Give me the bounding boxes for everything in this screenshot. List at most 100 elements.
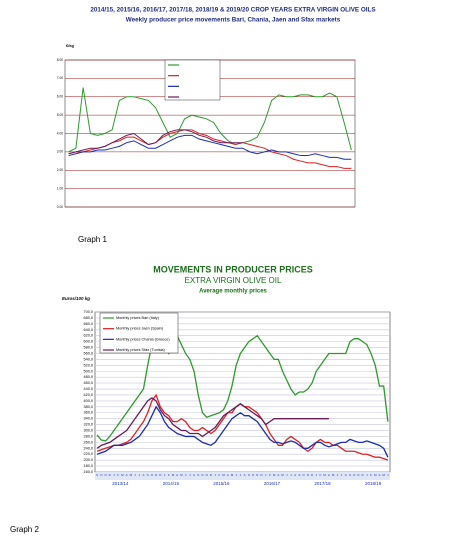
y-axis-label: Euros/100 kg [62,296,90,301]
x-tick-label: J [185,473,187,477]
x-tick-label: J [366,473,368,477]
y-tick-label: 4.00 [57,131,63,135]
y-tick-label: 6.00 [57,95,63,99]
x-tick-label: F [218,473,220,477]
x-tick-label: M [332,473,335,477]
y-tick-label: 0.00 [57,205,63,209]
y-tick-label: 280,0 [83,434,93,438]
y-tick-label: 260,0 [83,440,93,444]
legend-label: Monthly prices Sfax (Tunisia) [116,348,166,352]
x-tick-label: S [298,473,300,477]
y-tick-label: 300,0 [83,429,93,433]
x-tick-label: J [341,473,343,477]
x-tick-label: D [210,473,213,477]
y-tick-label: 600,0 [83,340,93,344]
x-tick-label: J [337,473,339,477]
series-line [68,129,352,169]
y-tick-label: 580,0 [83,346,93,350]
x-tick-label: A [378,473,380,477]
legend-label: Monthly prices Jaén (Spain) [116,327,164,331]
x-tick-label: M [323,473,326,477]
x-tick-label: M [281,473,284,477]
y-tick-label: 5.00 [57,113,63,117]
y-tick-label: 360,0 [83,411,93,415]
y-tick-label: 620,0 [83,334,93,338]
chart-subtitle: Weekly producer price movements Bari, Ch… [126,17,341,24]
x-tick-label: A [294,473,296,477]
y-tick-label: 240,0 [83,446,93,450]
x-tick-label: N [307,473,309,477]
x-tick-label: F [269,473,271,477]
y-tick-label: 540,0 [83,357,93,361]
x-tick-label: J [164,473,166,477]
x-tick-label: D [159,473,162,477]
x-tick-label: N [104,473,106,477]
y-tick-label: 500,0 [83,369,93,373]
x-tick-label: S [349,473,351,477]
x-tick-label: J [265,473,267,477]
y-axis-label: €/kg [66,43,75,48]
y-tick-label: 680,0 [83,316,93,320]
crop-year-label: 2015/16 [213,481,230,486]
x-tick-label: O [100,473,103,477]
chart-title: MOVEMENTS IN PRODUCER PRICES [153,264,313,274]
y-tick-label: 520,0 [83,363,93,367]
x-tick-label: O [201,473,204,477]
y-tick-label: 460,0 [83,381,93,385]
x-tick-label: J [316,473,318,477]
x-tick-label: F [370,473,372,477]
y-tick-label: 320,0 [83,423,93,427]
x-tick-label: D [260,473,263,477]
x-tick-label: S [96,473,98,477]
series-line [96,397,329,449]
x-tick-label: F [320,473,322,477]
y-tick-label: 180,0 [83,464,93,468]
y-tick-label: 200,0 [83,458,93,462]
x-tick-label: M [180,473,183,477]
y-tick-label: 160,0 [83,470,93,474]
series-line [96,334,389,442]
crop-year-label: 2016/17 [264,481,281,486]
y-tick-label: 420,0 [83,393,93,397]
x-tick-label: D [311,473,314,477]
caption: Graph 2 [10,525,39,534]
x-axis-band [95,472,390,480]
x-tick-label: J [290,473,292,477]
x-tick-label: A [193,473,195,477]
x-tick-label: A [328,473,330,477]
x-tick-label: A [142,473,144,477]
x-tick-label: A [227,473,229,477]
x-tick-label: M [382,473,385,477]
x-tick-label: O [353,473,356,477]
crop-year-label: 2018/19 [365,481,382,486]
chart-subtitle: Average monthly prices [199,289,267,295]
x-tick-label: M [374,473,377,477]
x-tick-label: F [168,473,170,477]
y-tick-label: 400,0 [83,399,93,403]
x-tick-label: J [214,473,216,477]
y-tick-label: 8.00 [57,58,63,62]
x-tick-label: N [256,473,258,477]
x-tick-label: M [231,473,234,477]
x-tick-label: N [155,473,157,477]
x-tick-label: O [252,473,255,477]
x-tick-label: M [130,473,133,477]
x-tick-label: J [240,473,242,477]
y-tick-label: 3.00 [57,150,63,154]
crop-year-label: 2014/15 [163,481,180,486]
x-tick-label: M [172,473,175,477]
y-tick-label: 480,0 [83,375,93,379]
legend-label: Monthly prices Bari (Italy) [116,316,160,320]
series-line [68,129,243,155]
x-tick-label: F [117,473,119,477]
x-tick-label: S [248,473,250,477]
crop-year-label: 2017/18 [314,481,331,486]
y-tick-label: 560,0 [83,351,93,355]
x-tick-label: J [113,473,115,477]
y-tick-label: 1.00 [57,186,63,190]
x-tick-label: A [244,473,246,477]
x-tick-label: N [206,473,208,477]
x-tick-label: A [277,473,279,477]
crop-year-label: 2013/14 [112,481,129,486]
